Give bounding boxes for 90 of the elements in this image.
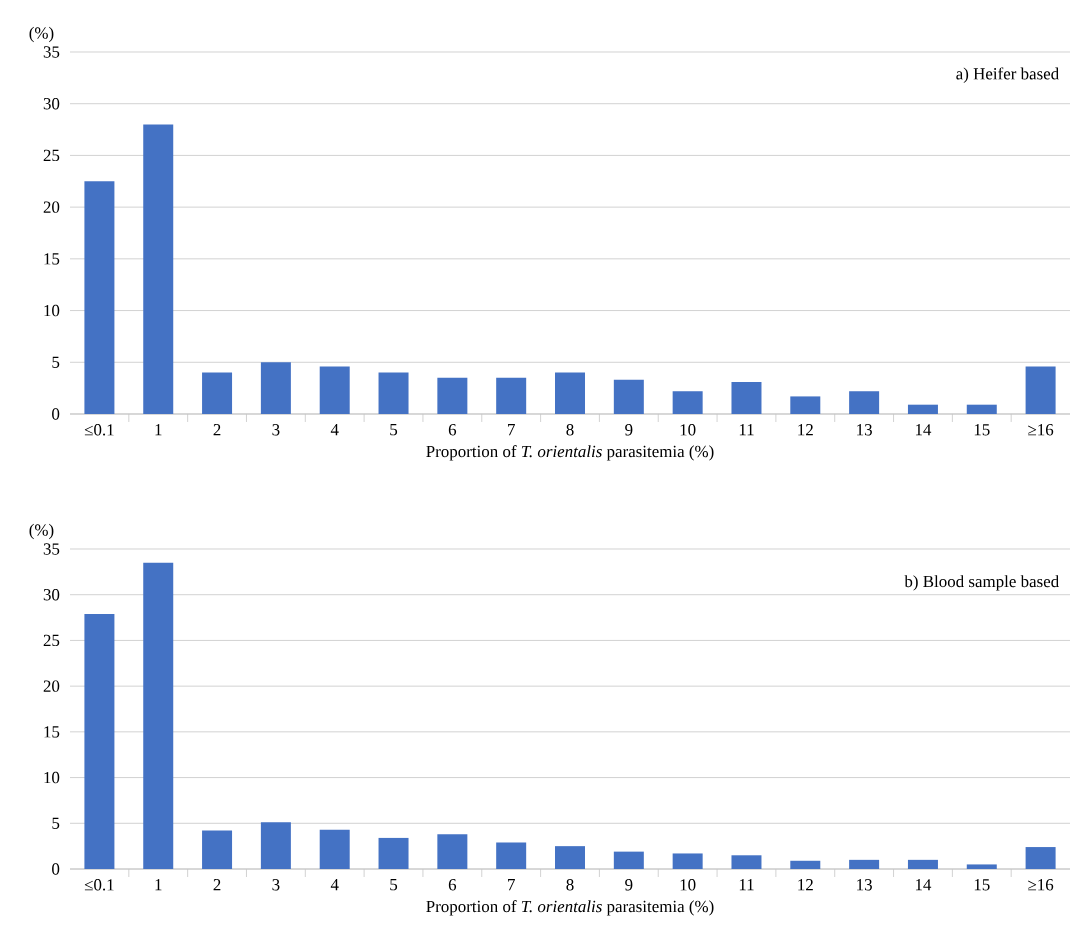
x-tick-label: 15 [974,424,990,436]
x-tick-label: 14 [915,879,932,891]
x-tick-label: ≤0.1 [84,879,114,891]
x-tick-label: 3 [272,424,280,436]
x-tick-label: 12 [798,424,813,436]
x-tick-label: 1 [155,879,162,891]
bar [143,124,174,414]
bar [437,834,468,869]
bar [496,377,527,414]
x-tick-label: 11 [739,879,754,891]
bar [1025,847,1056,869]
y-tick-label: 30 [43,97,60,110]
bar [790,396,821,414]
y-tick-label: 10 [44,771,60,784]
x-tick-label: 4 [330,879,339,891]
y-tick-label: 10 [44,304,60,317]
bar [966,864,997,869]
y-tick-label: 30 [43,589,60,601]
x-tick-label: ≤0.1 [84,424,114,436]
y-tick-label: 15 [44,726,60,738]
bar [319,829,350,869]
bar [731,855,762,869]
y-axis-title: (%) [29,26,54,43]
x-tick-label: 2 [213,424,221,436]
bar [260,362,291,414]
x-tick-label: 12 [798,879,813,891]
bar [496,842,527,869]
y-tick-label: 35 [43,543,60,555]
bar [378,837,409,869]
y-tick-label: 0 [52,408,60,420]
bar [143,562,174,869]
bar [790,860,821,869]
bar [849,859,880,869]
x-tick-label: 8 [566,879,574,891]
y-tick-label: 25 [43,149,60,162]
bar [555,846,585,869]
bar [84,181,115,414]
x-tick-label: 13 [857,879,872,891]
bar [613,851,644,869]
x-tick-label: 11 [739,424,754,436]
x-tick-label: 1 [155,424,162,436]
text: b) Blood sample based [904,575,1059,591]
x-tick-label: 3 [272,879,280,891]
y-tick-label: 15 [44,253,60,265]
bar [1025,366,1056,414]
x-tick-label: 2 [213,879,221,891]
x-tick-label: 6 [448,424,457,436]
bar [731,381,762,414]
y-axis-title: (%) [29,523,54,540]
x-tick-label: 7 [508,424,515,436]
x-tick-label: 9 [625,879,633,891]
x-tick-label: 7 [508,879,515,891]
y-tick-label: 0 [52,863,60,875]
y-tick-label: 25 [43,634,60,647]
bar [907,859,938,869]
x-tick-label: 10 [680,879,696,891]
x-tick-label: 14 [915,424,932,436]
x-tick-label: 8 [566,424,574,436]
y-tick-label: 5 [52,356,60,368]
bar [849,391,880,414]
x-tick-label: 5 [390,424,398,436]
bar [555,372,585,414]
bar [672,853,703,869]
x-tick-label: 13 [857,424,872,436]
x-axis-title: Proportion of T. orientalis parasitemia (%) [426,900,714,916]
x-tick-label: 9 [625,424,633,436]
bar [672,391,703,414]
x-tick-label: ≥16 [1028,424,1054,436]
x-axis-title: Proportion of T. orientalis parasitemia (%) [426,445,714,461]
x-tick-label: 4 [330,424,339,436]
y-tick-label: 35 [43,46,60,58]
bar [613,379,644,414]
y-tick-label: 5 [52,817,60,829]
bar [202,830,233,869]
x-tick-label: 10 [680,424,696,436]
bar [319,366,350,414]
y-tick-label: 20 [43,680,60,692]
text: a) Heifer based [956,67,1059,83]
bar [378,372,409,414]
x-tick-label: 6 [448,879,457,891]
bar [202,372,233,414]
bar [437,377,468,414]
bar [907,404,938,414]
y-tick-label: 20 [43,201,60,213]
x-tick-label: 5 [390,879,398,891]
x-tick-label: ≥16 [1028,879,1054,891]
bar [84,613,115,869]
bar [966,404,997,414]
bar [260,822,291,869]
x-tick-label: 15 [974,879,990,891]
